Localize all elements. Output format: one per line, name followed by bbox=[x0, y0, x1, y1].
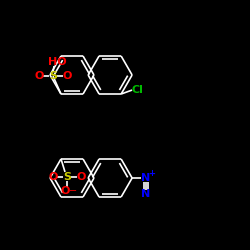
Text: N: N bbox=[142, 173, 151, 183]
Text: O: O bbox=[62, 71, 72, 81]
Text: S: S bbox=[63, 172, 71, 182]
Text: Cl: Cl bbox=[131, 85, 143, 95]
Text: O: O bbox=[76, 172, 86, 182]
Text: HO: HO bbox=[48, 57, 66, 67]
Text: O: O bbox=[34, 71, 44, 81]
Text: O: O bbox=[48, 172, 58, 182]
Text: S: S bbox=[49, 71, 57, 81]
Text: +: + bbox=[148, 168, 156, 177]
Text: −: − bbox=[69, 186, 77, 196]
Text: N: N bbox=[142, 189, 151, 199]
Text: O: O bbox=[60, 186, 70, 196]
